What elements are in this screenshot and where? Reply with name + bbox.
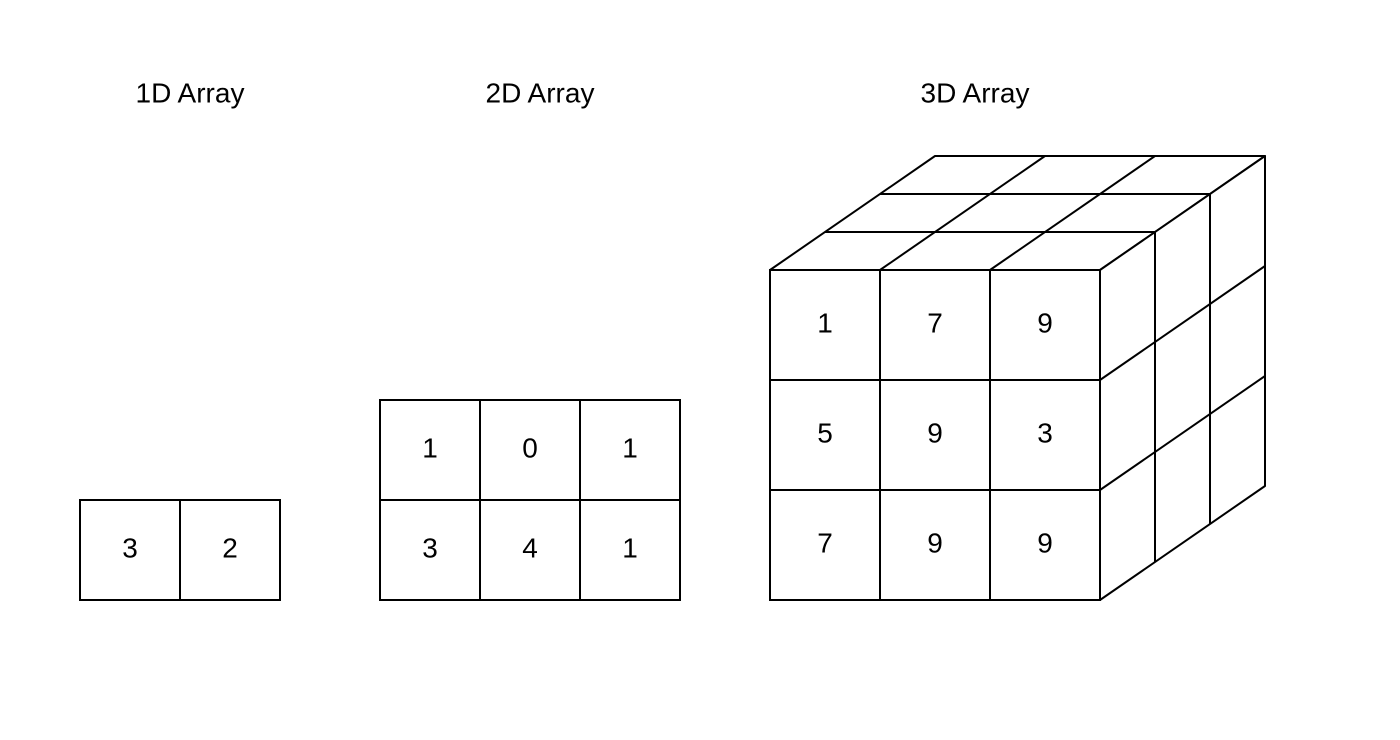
array-1d-cell: 2 (222, 532, 238, 563)
array-3d-cell: 9 (1037, 527, 1053, 558)
array-3d-cell: 9 (927, 527, 943, 558)
array-3d-title: 3D Array (921, 77, 1030, 108)
array-1d-cell: 3 (122, 532, 138, 563)
array-3d-cell: 7 (927, 307, 943, 338)
array-3d-cell: 3 (1037, 417, 1053, 448)
array-2d-title: 2D Array (486, 77, 595, 108)
array-3d-cell: 9 (927, 417, 943, 448)
array-2d: 2D Array 1 0 1 3 4 1 (380, 77, 680, 600)
array-2d-cell: 4 (522, 532, 538, 563)
array-3d-cell: 1 (817, 307, 833, 338)
array-2d-cell: 1 (622, 432, 638, 463)
array-2d-cell: 1 (622, 532, 638, 563)
array-2d-cell: 0 (522, 432, 538, 463)
array-1d: 1D Array 3 2 (80, 77, 280, 600)
array-2d-cell: 1 (422, 432, 438, 463)
array-3d-cell: 5 (817, 417, 833, 448)
array-3d: 3D Array 1 7 9 5 9 3 7 9 9 (770, 77, 1265, 600)
array-2d-cell: 3 (422, 532, 438, 563)
array-1d-title: 1D Array (136, 77, 245, 108)
array-3d-cell: 9 (1037, 307, 1053, 338)
array-3d-cell: 7 (817, 527, 833, 558)
